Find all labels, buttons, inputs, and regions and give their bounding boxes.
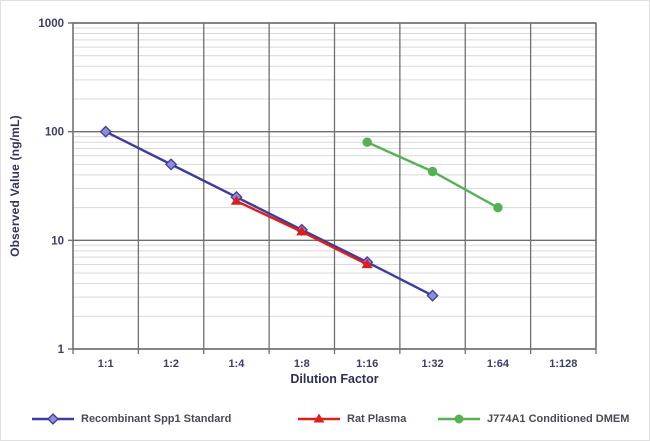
legend-label: J774A1 Conditioned DMEM (487, 413, 630, 425)
data-point-marker (362, 137, 372, 147)
x-tick-label: 1:1 (98, 358, 114, 370)
y-tick-label: 1000 (38, 18, 64, 30)
legend-label: Rat Plasma (347, 413, 407, 425)
series-line (104, 130, 434, 297)
diamond-marker-icon (32, 413, 74, 425)
data-point-marker (427, 166, 438, 177)
data-point-marker (426, 289, 439, 302)
legend-label: Recombinant Spp1 Standard (81, 413, 232, 425)
x-axis-title: Dilution Factor (290, 372, 379, 386)
x-tick-label: 1:64 (487, 358, 510, 370)
series-circle (362, 137, 503, 213)
y-tick-label: 10 (51, 235, 64, 247)
series-triangle (230, 195, 373, 269)
triangle-marker-icon (298, 413, 340, 423)
x-tick-label: 1:4 (228, 358, 245, 370)
x-tick-label: 1:128 (549, 358, 577, 370)
x-tick-label: 1:32 (422, 358, 444, 370)
x-tick-label: 1:2 (163, 358, 179, 370)
y-tick-label: 100 (45, 127, 64, 139)
data-point-marker (164, 158, 178, 171)
data-point-marker (493, 202, 503, 213)
data-point-marker (296, 226, 308, 236)
y-axis-title: Observed Value (ng/mL) (8, 115, 22, 257)
legend: Recombinant Spp1 Standard Rat Plasma J77… (1, 403, 649, 437)
data-point-marker (230, 195, 243, 205)
y-tick-label: 1 (58, 344, 65, 356)
x-tick-label: 1:8 (294, 358, 310, 370)
data-point-marker (313, 413, 325, 423)
legend-item: Rat Plasma (297, 409, 406, 429)
circle-marker-icon (438, 414, 480, 424)
data-point-marker (47, 413, 59, 425)
x-tick-label: 1:16 (356, 358, 378, 370)
legend-item: Recombinant Spp1 Standard (31, 409, 231, 429)
data-point-marker (454, 414, 464, 424)
data-point-marker (99, 125, 112, 138)
data-point-marker (361, 258, 373, 269)
legend-item: J774A1 Conditioned DMEM (437, 409, 629, 429)
